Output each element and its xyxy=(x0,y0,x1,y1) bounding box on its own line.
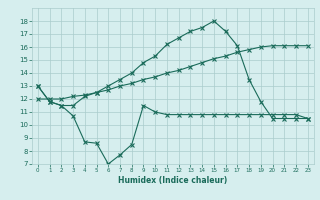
X-axis label: Humidex (Indice chaleur): Humidex (Indice chaleur) xyxy=(118,176,228,185)
